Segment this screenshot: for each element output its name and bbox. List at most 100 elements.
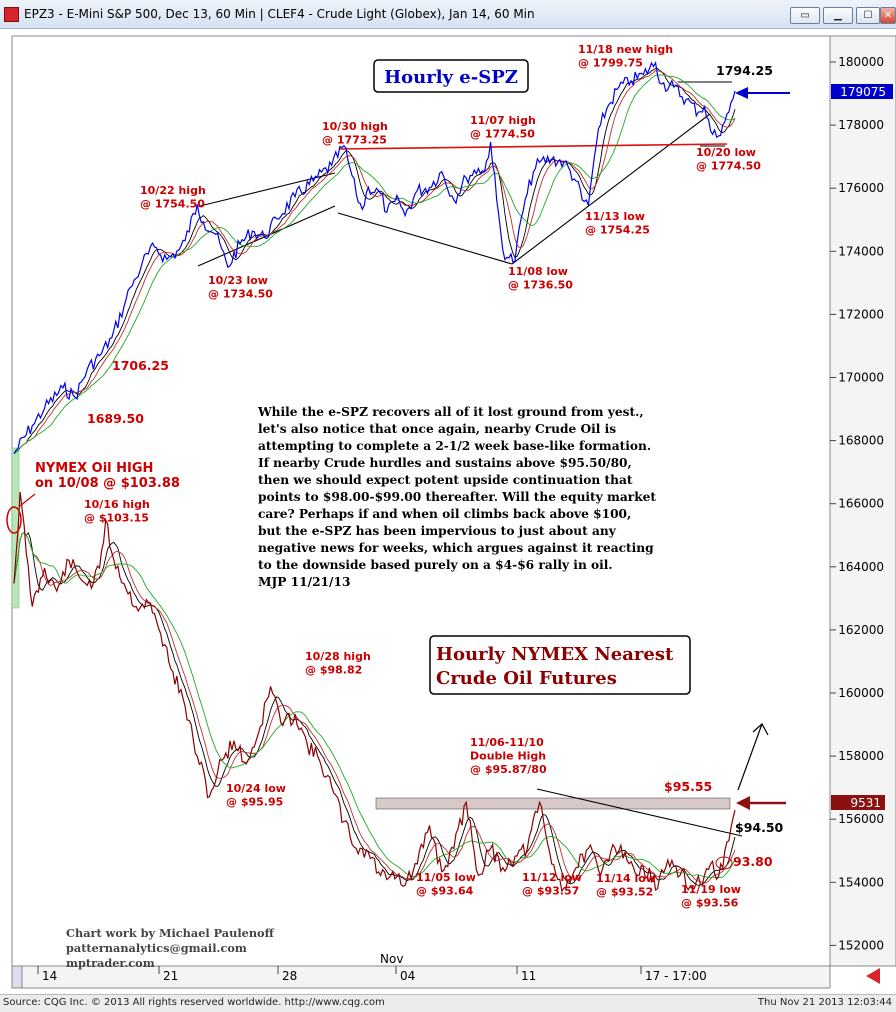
x-tick-label: 14 (42, 969, 57, 983)
crude-low-circle (715, 856, 733, 870)
annotation-label: $94.50 (735, 820, 784, 835)
annotation-label: 11/07 high (470, 114, 536, 127)
annotation-label: 10/16 high (84, 498, 150, 511)
y-axis-panel (829, 35, 896, 967)
y-tick-label: 178000 (838, 118, 884, 132)
annotation-label: @ $98.82 (305, 664, 362, 677)
scroll-handle[interactable] (11, 965, 23, 989)
annotation-label: @ 1799.75 (578, 57, 643, 70)
crude-ma-1 (13, 531, 736, 884)
crude-last-value-box (831, 795, 885, 810)
y-tick-label: 158000 (838, 749, 884, 763)
annotation-label: 1794.25 (716, 63, 773, 78)
annotation-label: @ 1774.50 (470, 128, 535, 141)
y-tick-label: 162000 (838, 623, 884, 637)
x-tick-label: 21 (163, 969, 178, 983)
annotation-label: 1706.25 (112, 358, 169, 373)
x-month-label: Nov (380, 952, 403, 966)
annotation-label: @ 1774.50 (696, 160, 761, 173)
annotation-label: 11/08 low (508, 265, 568, 278)
y-tick-label: 170000 (838, 371, 884, 385)
minimize-button[interactable]: ▁ (823, 7, 853, 24)
projection-arrow (737, 723, 769, 791)
annotation-label: @ $95.87/80 (470, 763, 547, 776)
annotation-label: NYMEX Oil HIGH (35, 461, 153, 476)
commentary-line: but the e-SPZ has been impervious to jus… (258, 524, 616, 538)
annotation-label: 11/06-11/10 (470, 736, 544, 749)
y-tick-label: 166000 (838, 497, 884, 511)
espz-title-box (373, 59, 529, 93)
commentary-line: then we should expect potent upside cont… (258, 473, 633, 487)
y-tick-label: 174000 (838, 244, 884, 258)
annotation-label: @ $93.52 (596, 886, 653, 899)
y-tick-label: 156000 (838, 812, 884, 826)
scroll-right-icon[interactable] (866, 968, 880, 984)
y-tick-label: 176000 (838, 181, 884, 195)
price-chart: 180000 178000 176000 174000 172000 170000 1680… (6, 35, 896, 989)
window-title: EPZ3 - E-Mini S&P 500, Dec 13, 60 Min | … (24, 7, 535, 21)
crude-title: Hourly NYMEX Nearest Crude Oil Futures (436, 644, 674, 689)
annotation-label: 10/23 low (208, 274, 268, 287)
annotation-label: 11/19 low (681, 883, 741, 896)
commentary-line: points to $98.00-$99.00 thereafter. Will… (258, 490, 657, 504)
timestamp: Thu Nov 21 2013 12:03:44 (757, 997, 892, 1008)
credit-line: Chart work by Michael Paulenoff (66, 926, 274, 940)
crude-ma-2 (13, 531, 736, 879)
annotation-label: Double High (470, 750, 546, 763)
source-note: Source: CQG Inc. © 2013 All rights reser… (3, 997, 385, 1008)
commentary-line: attempting to complete a 2-1/2 week base… (258, 439, 652, 453)
annotation-label: 93.80 (733, 854, 773, 869)
annotation-label: 10/30 high (322, 120, 388, 133)
espz-ma-2 (13, 74, 736, 455)
annotation-label: 11/12 low (522, 871, 582, 884)
credit-line: patternanalytics@gmail.com (66, 941, 247, 955)
close-button[interactable]: ✕ (880, 7, 896, 24)
maximize-button[interactable]: ☐ (856, 7, 880, 24)
y-tick-label: 160000 (838, 686, 884, 700)
oil-high-circle (6, 506, 22, 534)
commentary-line: care? Perhaps if and when oil climbs bac… (258, 507, 632, 521)
y-tick-label: 152000 (838, 938, 884, 952)
crude-ma-0 (13, 531, 736, 886)
y-tick-label: 164000 (838, 560, 884, 574)
annotation-label: 10/20 low (696, 146, 756, 159)
annotation-label: 1689.50 (87, 411, 144, 426)
y-tick-label: 180000 (838, 55, 884, 69)
annotation-label: 10/24 low (226, 782, 286, 795)
y-tick-label: 154000 (838, 875, 884, 889)
annotation-label: $95.55 (664, 779, 712, 794)
commentary-line: to the downside based purely on a $4-$6 … (258, 558, 613, 572)
commentary-line: MJP 11/21/13 (258, 575, 351, 589)
credit-line: mptrader.com (66, 956, 155, 970)
annotation-label: 10/28 high (305, 650, 371, 663)
annotation-label: @ 1736.50 (508, 279, 573, 292)
restore-all-button[interactable]: ▭ (790, 7, 820, 24)
espz-ma-0 (13, 67, 736, 455)
annotation-label: @ 1754.50 (140, 198, 205, 211)
espz-title: Hourly e-SPZ (384, 67, 518, 88)
moving-averages-espz (13, 67, 736, 455)
annotation-label: 11/14 low (596, 872, 656, 885)
espz-price-series (13, 61, 736, 455)
espz-last-arrow (735, 87, 790, 99)
crude-last-value: 9531 (850, 796, 881, 810)
app-icon (4, 7, 19, 22)
y-tick-label: 168000 (838, 434, 884, 448)
espz-last-value-box (831, 84, 893, 99)
chart-area: 180000 178000 176000 174000 172000 170000 1680… (0, 28, 896, 994)
x-tick-label: 17 - 17:00 (645, 969, 707, 983)
annotation-label: @ $93.64 (416, 885, 474, 898)
x-tick-label: 04 (400, 969, 415, 983)
crude-price-series (13, 491, 736, 893)
resistance-band (375, 797, 731, 810)
resistance-line (339, 143, 728, 150)
annotation-label: @ 1734.50 (208, 288, 273, 301)
annotation-label: 11/13 low (585, 210, 645, 223)
annotations: 11/18 new high@ 1799.75 1794.25 11/07 high… (35, 43, 784, 910)
annotation-label: 11/18 new high (578, 43, 673, 56)
x-tick-label: 11 (521, 969, 536, 983)
crude-downtrend-line (536, 788, 743, 837)
credits: Chart work by Michael Paulenoff patternan… (66, 926, 274, 971)
y-axis: 180000 178000 176000 174000 172000 170000 1680… (830, 55, 884, 952)
commentary-text: While the e-SPZ recovers all of it lost … (258, 404, 698, 591)
